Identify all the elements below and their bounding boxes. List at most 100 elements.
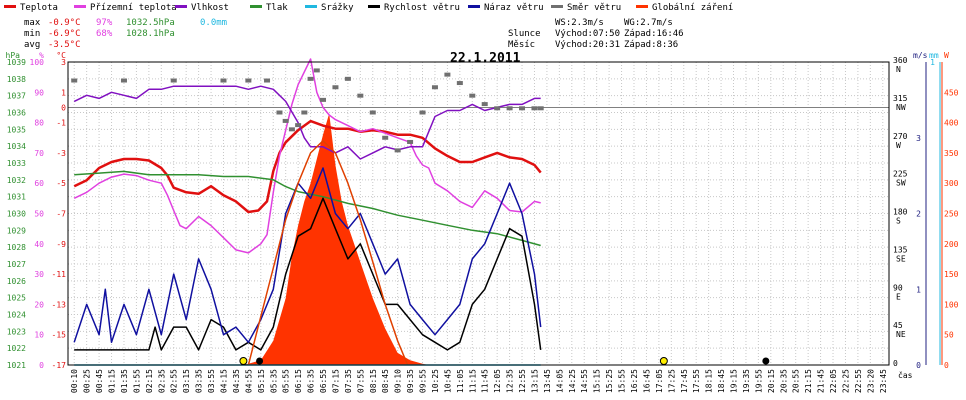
wind-dir-mark (481, 102, 488, 107)
wind-dir-mark (282, 118, 289, 123)
tick-x: 17:55 (692, 369, 701, 393)
tick-wind-dir: 135 (893, 245, 908, 254)
tick-humidity: 20 (34, 300, 44, 309)
tick-pressure: 1035 (7, 125, 26, 134)
tick-wind-dir-label: W (896, 141, 901, 150)
tick-pressure: 1039 (7, 58, 26, 67)
wind-dir-mark (313, 68, 320, 73)
tick-wind-dir: 0 (893, 359, 898, 368)
tick-x: 14:05 (555, 369, 564, 393)
tick-x: 22:25 (841, 369, 850, 393)
tick-wind-dir-label: NE (896, 330, 906, 339)
tick-pressure: 1025 (7, 294, 26, 303)
sunrise-marker (239, 357, 248, 365)
tick-x: 15:25 (605, 369, 614, 393)
tick-x: 20:35 (779, 369, 788, 393)
tick-temperature: 0 (61, 103, 66, 112)
tick-solar: 100 (944, 300, 959, 309)
tick-x: 12:35 (506, 369, 515, 393)
wind-dir-mark (264, 78, 271, 83)
tick-x: 21:15 (804, 369, 813, 393)
wind-dir-mark (531, 106, 538, 111)
wind-dir-mark (220, 78, 227, 83)
sun-rise: Východ:07:50 (555, 29, 620, 39)
tick-wind-dir-label: NW (896, 103, 906, 112)
tick-solar: 450 (944, 88, 959, 97)
wind-dir-mark (456, 81, 463, 86)
tick-x: 14:25 (568, 369, 577, 393)
wind-gust-info: WG:2.7m/s (624, 18, 673, 28)
wind-dir-mark (344, 76, 351, 81)
wind-dir-mark (444, 72, 451, 77)
tick-x: 01:55 (132, 369, 141, 393)
tick-pressure: 1030 (7, 210, 26, 219)
stats-block: max -0.9°C 97% 1032.5hPa 0.0mm min -6.9°… (24, 18, 227, 50)
wind-dir-mark (320, 97, 327, 102)
wind-dir-mark (288, 127, 295, 132)
tick-x: 13:15 (530, 369, 539, 393)
moonset-marker (256, 357, 264, 365)
tick-wind-dir-label: N (896, 65, 901, 74)
tick-x: 08:15 (369, 369, 378, 393)
legend-swatch (74, 5, 86, 8)
markers (239, 357, 770, 365)
plot-frame (67, 61, 890, 366)
tick-x: 02:35 (157, 369, 166, 393)
tick-pressure: 1024 (7, 311, 26, 320)
tick-x: 18:45 (717, 369, 726, 393)
moon-label: Měsíc (508, 40, 535, 50)
tick-humidity: 70 (34, 149, 44, 158)
tick-temperature: -3 (56, 149, 66, 158)
tick-solar: 250 (944, 210, 959, 219)
tick-x: 20:55 (792, 369, 801, 393)
axis-unit-solar: W (944, 51, 949, 60)
stat-min-press: 1028.1hPa (126, 29, 175, 39)
tick-x: 11:45 (481, 369, 490, 393)
tick-pressure: 1021 (7, 361, 26, 370)
tick-x: 10:25 (431, 369, 440, 393)
tick-wind-speed: 3 (916, 134, 921, 143)
tick-x: 15:15 (593, 369, 602, 393)
moon-set: Západ:8:36 (624, 40, 678, 50)
tick-humidity: 30 (34, 270, 44, 279)
tick-x: 16:45 (642, 369, 651, 393)
wind-dir-mark (369, 110, 376, 115)
tick-temperature: -13 (52, 300, 67, 309)
legend-swatch (175, 5, 187, 8)
wind-dir-mark (394, 148, 401, 153)
tick-humidity: 100 (30, 58, 45, 67)
tick-x: 17:05 (655, 369, 664, 393)
wind-dir-mark (506, 106, 513, 111)
tick-wind-speed: 1 (916, 285, 921, 294)
tick-x: 07:55 (356, 369, 365, 393)
tick-x: 23:45 (879, 369, 888, 393)
legend-label: Rychlost větru (384, 3, 460, 13)
axis-unit-temperature: °C (56, 51, 66, 60)
wind-dir-mark (382, 135, 389, 140)
tick-pressure: 1029 (7, 226, 26, 235)
tick-pressure: 1034 (7, 142, 26, 151)
tick-x: 10:45 (443, 369, 452, 393)
sun-label: Slunce (508, 29, 541, 39)
axes: hPa% °C m/s mm W1021102210231024102510261027… (6, 51, 959, 393)
wind-dir-mark (301, 110, 308, 115)
stat-avg-label: avg (24, 40, 40, 50)
legend-label: Náraz větru (484, 3, 544, 13)
wind-dir-mark (431, 85, 438, 90)
tick-x: 20:15 (767, 369, 776, 393)
tick-x: 02:15 (145, 369, 154, 393)
tick-x: 00:25 (83, 369, 92, 393)
wind-dir-mark (519, 106, 526, 111)
tick-x: 07:35 (344, 369, 353, 393)
stat-avg-temp: -3.5°C (48, 40, 81, 50)
stat-max-hum: 97% (96, 18, 113, 28)
tick-humidity: 60 (34, 179, 44, 188)
series-line (73, 119, 542, 214)
tick-solar: 200 (944, 240, 959, 249)
tick-wind-dir: 225 (893, 170, 908, 179)
legend-swatch (468, 5, 480, 8)
wind-dir-mark (407, 139, 414, 144)
tick-solar: 0 (944, 361, 949, 370)
tick-x: 09:55 (419, 369, 428, 393)
